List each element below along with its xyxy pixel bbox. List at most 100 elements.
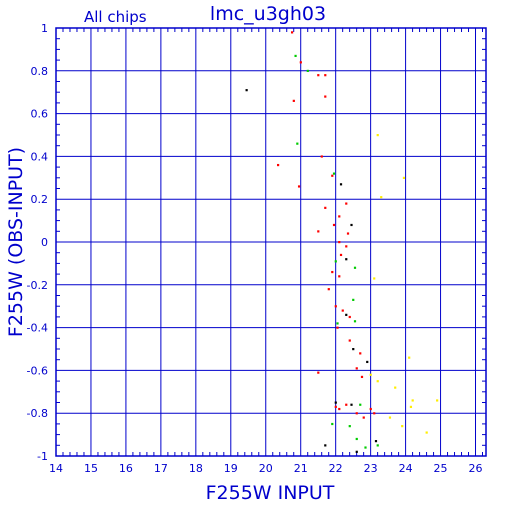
data-point-black: [345, 313, 348, 316]
data-point-yellow: [394, 386, 397, 389]
data-point-black: [374, 440, 378, 443]
data-point-black: [245, 89, 248, 92]
data-point-green: [353, 320, 357, 323]
data-point-green: [359, 403, 362, 406]
data-point-red: [334, 405, 337, 408]
data-point-red: [317, 74, 320, 77]
data-point-yellow: [436, 399, 439, 402]
data-point-red: [338, 215, 341, 218]
data-point-red: [320, 155, 323, 158]
data-point-yellow: [373, 277, 376, 280]
data-point-red: [331, 174, 334, 177]
x-tick-label: 22: [329, 462, 343, 475]
data-point-red: [331, 270, 334, 274]
data-point-yellow: [411, 399, 414, 402]
x-tick-label: 14: [49, 462, 63, 475]
y-tick-label: 1: [41, 22, 48, 35]
data-point-red: [369, 407, 372, 411]
data-point-red: [339, 253, 343, 257]
data-point-red: [345, 403, 348, 406]
data-point-red: [346, 232, 350, 235]
data-point-red: [324, 206, 327, 209]
data-point-black: [345, 258, 348, 261]
x-tick-label: 21: [294, 462, 308, 475]
data-point-green: [352, 298, 355, 301]
data-point-green: [334, 260, 337, 263]
data-point-red: [317, 230, 320, 233]
data-point-black: [339, 183, 343, 186]
y-tick-label: -1: [37, 450, 48, 463]
data-point-green: [364, 446, 367, 449]
data-point-black: [355, 450, 358, 453]
data-point-black: [350, 403, 353, 406]
x-tick-labels: 14 15 16 17 18 19 20 21 22 23 24 25 26: [49, 462, 483, 475]
y-tick-label: -0.6: [27, 364, 48, 377]
data-point-red: [327, 288, 330, 291]
data-point-green: [331, 422, 334, 426]
y-tick-label: -0.8: [27, 407, 48, 420]
data-point-red: [332, 223, 336, 227]
data-point-red: [355, 412, 358, 415]
data-point-red: [348, 339, 351, 342]
data-point-red: [362, 416, 365, 419]
data-point-green: [306, 69, 309, 72]
data-point-yellow: [380, 196, 383, 199]
data-point-yellow: [408, 356, 411, 359]
y-tick-label: -0.4: [27, 322, 48, 335]
data-point-red: [297, 185, 301, 188]
y-axis-label: F255W (OBS-INPUT): [5, 147, 27, 337]
data-point-green: [353, 266, 357, 269]
data-point-green: [355, 437, 358, 441]
x-tick-label: 25: [434, 462, 448, 475]
data-point-black: [350, 223, 353, 227]
data-point-black: [352, 348, 355, 351]
data-point-yellow: [376, 134, 379, 137]
data-point-red: [324, 95, 327, 98]
y-tick-label: 0.4: [31, 150, 49, 163]
data-point-yellow: [401, 425, 404, 428]
data-point-green: [294, 54, 297, 58]
x-tick-label: 26: [469, 462, 483, 475]
data-point-yellow: [388, 416, 392, 419]
x-tick-label: 23: [364, 462, 378, 475]
data-point-green: [348, 425, 351, 428]
data-point-red: [341, 309, 344, 312]
data-point-red: [290, 31, 294, 34]
chart-title: lmc_u3gh03: [210, 3, 326, 25]
x-axis-label: F255W INPUT: [206, 482, 335, 504]
data-point-yellow: [409, 405, 413, 408]
chart-subtitle: All chips: [84, 8, 147, 26]
data-point-red: [359, 352, 362, 355]
data-point-red: [338, 275, 341, 278]
data-point-red: [317, 371, 320, 374]
data-point-black: [366, 360, 369, 364]
data-point-red: [299, 61, 302, 64]
data-point-red: [345, 202, 348, 205]
x-tick-label: 20: [259, 462, 273, 475]
y-tick-label: 0.2: [31, 193, 49, 206]
y-tick-label: 0: [41, 236, 48, 249]
data-point-black: [334, 401, 337, 404]
y-tick-label: -0.2: [27, 279, 48, 292]
x-tick-label: 19: [224, 462, 238, 475]
data-point-yellow: [402, 176, 406, 179]
data-point-red: [345, 245, 348, 248]
x-tick-label: 24: [399, 462, 413, 475]
data-point-green: [376, 444, 379, 447]
data-point-red: [276, 163, 280, 167]
data-point-red: [348, 315, 351, 319]
x-tick-label: 18: [189, 462, 203, 475]
data-point-yellow: [369, 373, 372, 376]
y-tick-label: 0.6: [31, 108, 49, 121]
data-point-green: [336, 322, 339, 325]
data-point-red: [292, 99, 295, 102]
x-tick-label: 15: [84, 462, 98, 475]
data-point-red: [338, 241, 341, 244]
data-point-red: [336, 326, 339, 329]
data-point-yellow: [425, 431, 428, 434]
data-point-red: [334, 305, 337, 308]
data-point-red: [360, 375, 364, 379]
data-point-black: [324, 444, 327, 447]
